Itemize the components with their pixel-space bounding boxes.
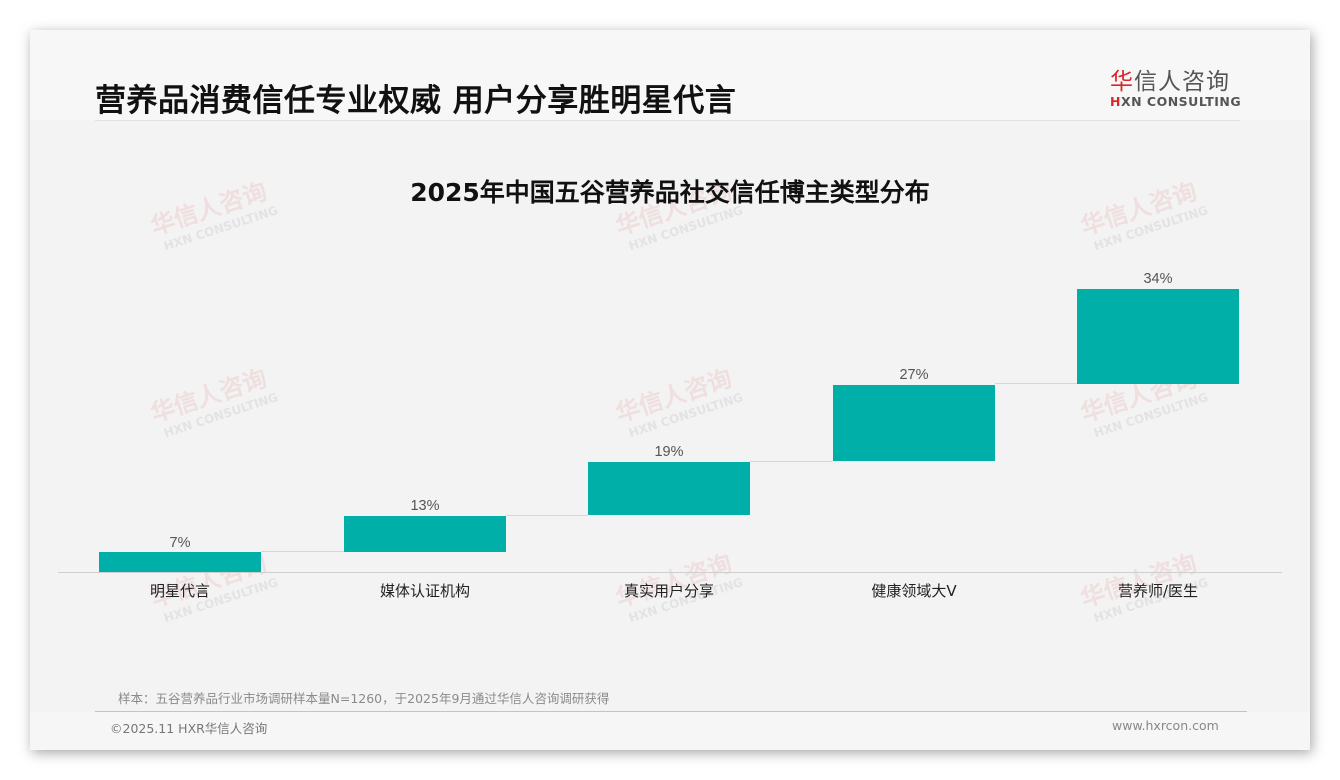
bar-4 [1077, 289, 1239, 384]
x-axis [58, 572, 1282, 573]
logo-en: HXN CONSULTING [1110, 94, 1242, 109]
value-label: 34% [1143, 271, 1173, 287]
value-label: 7% [169, 535, 191, 551]
category-label: 真实用户分享 [623, 582, 714, 600]
bar-3 [833, 385, 995, 461]
value-label: 27% [899, 367, 929, 383]
connector-line [750, 461, 833, 462]
chart-title: 2025年中国五谷营养品社交信任博主类型分布 [410, 178, 930, 207]
sample-note: 样本：五谷营养品行业市场调研样本量N=1260，于2025年9月通过华信人咨询调… [118, 691, 610, 706]
title-divider [95, 120, 1240, 121]
category-label: 媒体认证机构 [379, 582, 470, 600]
header-band [30, 30, 1310, 120]
slide: 营养品消费信任专业权威 用户分享胜明星代言 华信人咨询 HXN CONSULTI… [30, 30, 1310, 750]
bar-2 [588, 462, 750, 515]
connector-line [261, 551, 344, 552]
page-title: 营养品消费信任专业权威 用户分享胜明星代言 [95, 83, 737, 119]
connector-line [995, 383, 1077, 384]
website-link[interactable]: www.hxrcon.com [1112, 718, 1219, 733]
connector-line [506, 515, 588, 516]
bar-0 [99, 552, 261, 572]
footer-divider [95, 711, 1247, 712]
logo-mark: 华 [1110, 69, 1134, 95]
copyright: ©2025.11 HXR华信人咨询 [110, 721, 268, 736]
category-label: 明星代言 [149, 582, 210, 600]
value-label: 19% [654, 444, 684, 460]
company-logo: 华信人咨询 HXN CONSULTING [1110, 62, 1242, 109]
category-label: 营养师/医生 [1117, 582, 1199, 600]
waterfall-chart: 7% 13% 19% 27% 34% 明星代言 媒体认证机构 真实用户分享 健康… [30, 30, 1310, 750]
category-label: 健康领域大V [871, 582, 957, 600]
footer-band [30, 712, 1310, 750]
value-label: 13% [410, 498, 440, 514]
logo-cn: 华信人咨询 [1110, 69, 1230, 95]
bar-1 [344, 516, 506, 552]
